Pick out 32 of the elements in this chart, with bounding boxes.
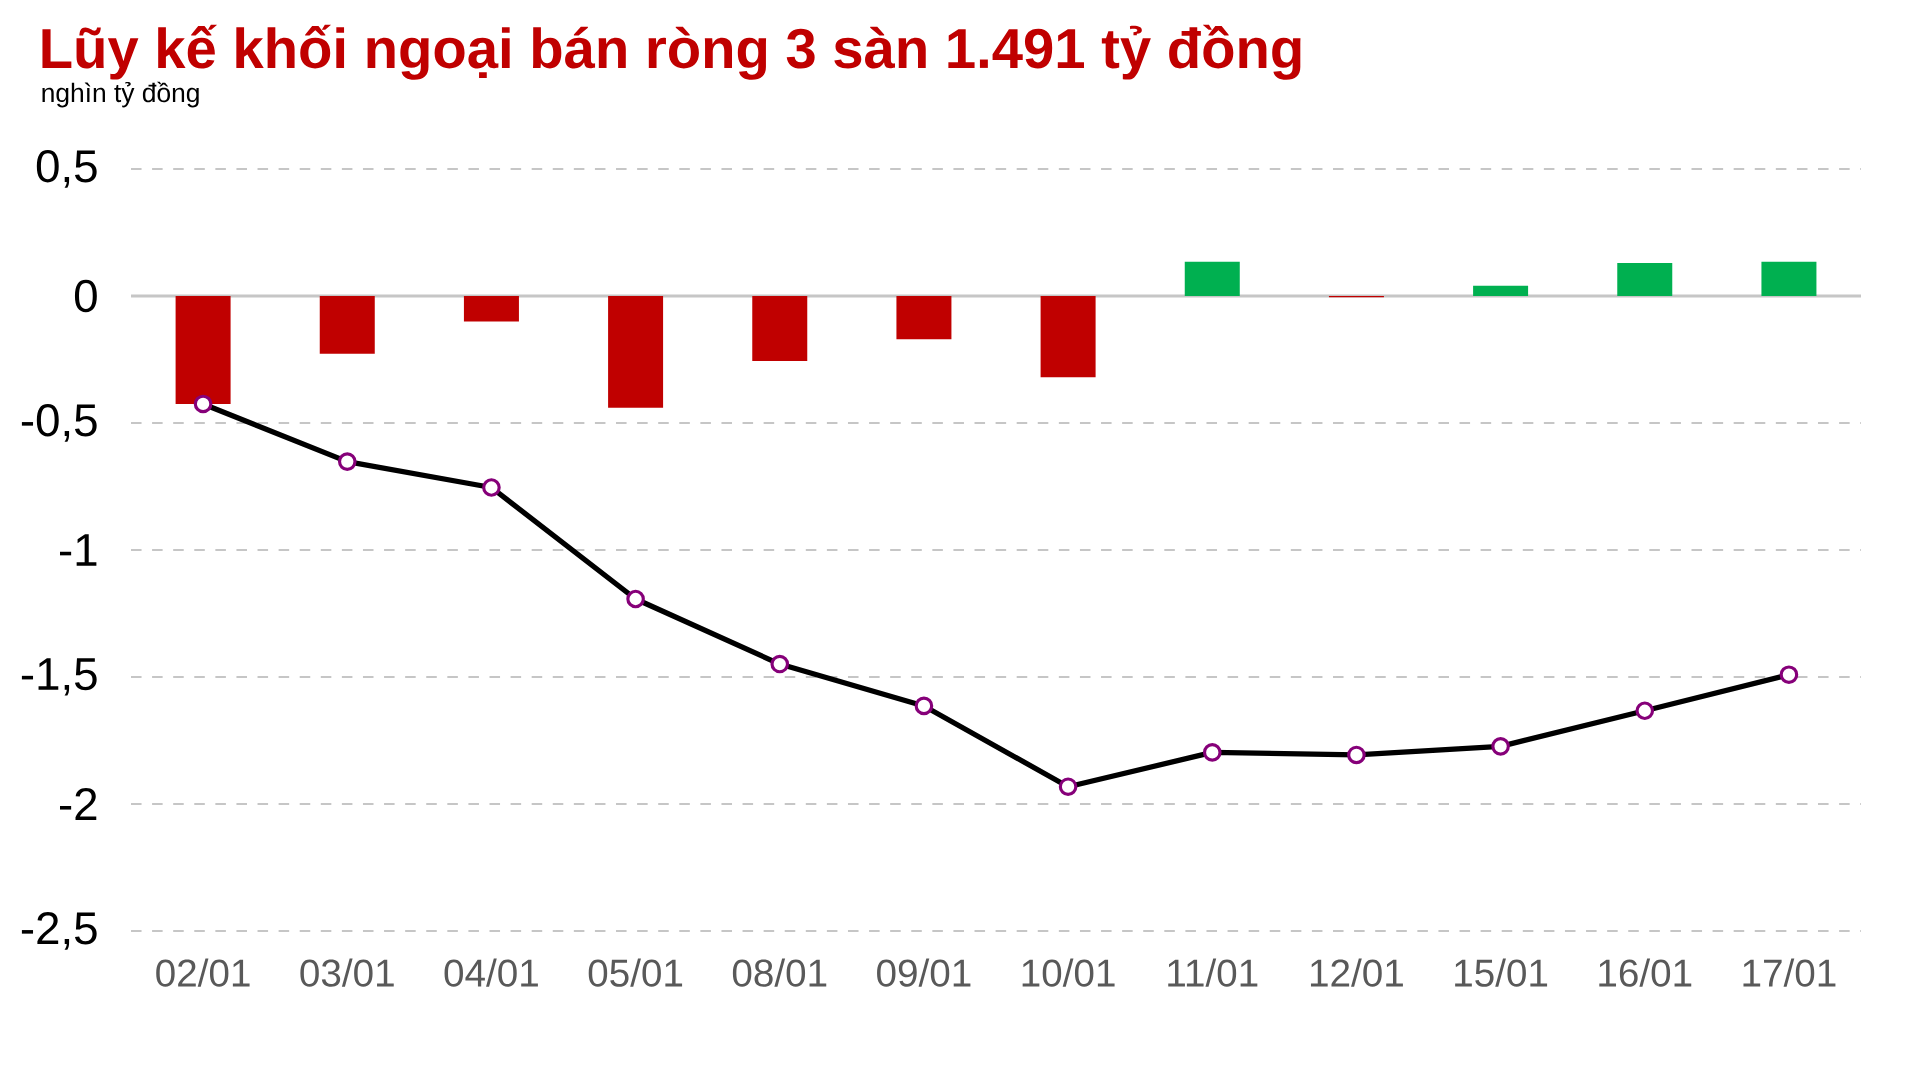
x-tick-label: 17/01 <box>1743 958 1836 987</box>
bar <box>1761 261 1817 296</box>
bar <box>319 295 375 354</box>
bar <box>463 295 519 322</box>
y-tick-label: -2 <box>60 788 97 820</box>
bar <box>1617 262 1673 296</box>
x-tick-label: 12/01 <box>1310 958 1403 987</box>
bar <box>1473 285 1529 296</box>
chart-subtitle: nghìn tỷ đồng <box>42 81 199 108</box>
y-tick-label: -0,5 <box>21 404 97 442</box>
y-tick-label: -1 <box>60 534 97 566</box>
x-tick-label: 16/01 <box>1599 958 1692 987</box>
bar <box>1184 261 1240 296</box>
bar <box>175 295 231 404</box>
x-tick-label: 02/01 <box>156 958 250 987</box>
bar <box>896 295 952 340</box>
chart-title: Lũy kế khối ngoại bán ròng 3 sàn 1.491 tỷ đồng <box>42 24 1301 80</box>
x-tick-label: 09/01 <box>877 958 971 987</box>
x-tick-label: 15/01 <box>1455 958 1548 987</box>
y-tick-label: -1,5 <box>21 658 97 696</box>
x-tick-label: 04/01 <box>444 958 538 987</box>
x-tick-label: 10/01 <box>1022 958 1115 987</box>
y-tick-label: 0,5 <box>36 150 97 188</box>
x-tick-label: 05/01 <box>588 958 683 987</box>
bar <box>608 295 664 408</box>
y-tick-label: 0 <box>74 279 97 313</box>
x-tick-label: 08/01 <box>732 958 827 987</box>
bar <box>752 295 808 362</box>
x-tick-label: 11/01 <box>1168 958 1258 987</box>
x-tick-label: 03/01 <box>300 958 394 987</box>
y-tick-label: -2,5 <box>21 912 97 950</box>
bar <box>1040 295 1096 378</box>
